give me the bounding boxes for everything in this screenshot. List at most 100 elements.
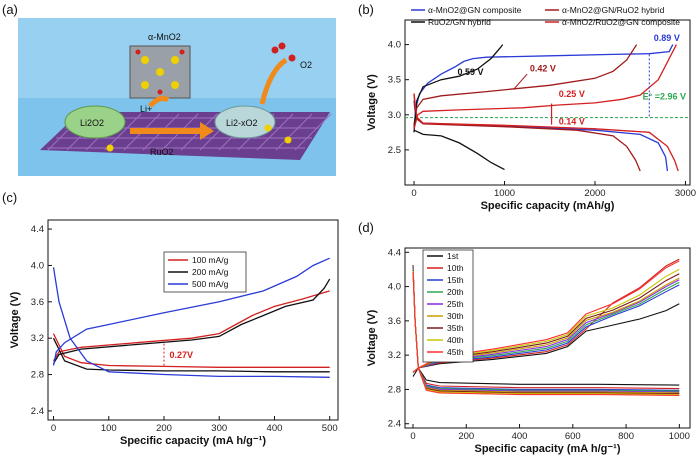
li2-xo2-label: Li2-xO2 xyxy=(226,118,258,128)
y-tick-label: 2.4 xyxy=(388,419,401,430)
legend-label: 1st xyxy=(447,251,459,261)
li-ion-label: Li+ xyxy=(140,104,152,114)
y-tick-label: 2.4 xyxy=(31,406,44,417)
series-line xyxy=(52,337,330,373)
series-line xyxy=(413,93,679,172)
panel-label-b: (b) xyxy=(358,2,374,17)
li2o2-blob xyxy=(64,105,126,139)
legend-label: 10th xyxy=(447,263,464,273)
y-tick-label: 4.0 xyxy=(31,260,44,271)
legend-label: RuO2/GN hybrid xyxy=(428,17,491,27)
legend-label: 40th xyxy=(447,335,464,345)
y-tick-label: 4.4 xyxy=(31,224,44,235)
panel-c: (c) 0 100 200 300 400 500 2.4 2.8 3.2 3.6 4.0 4.4 Sp… xyxy=(2,190,339,447)
legend-label: 35th xyxy=(447,323,464,333)
x-tick-label: 600 xyxy=(565,431,581,442)
series-line xyxy=(52,267,330,378)
series-line xyxy=(413,44,504,133)
x-tick-label: 500 xyxy=(322,423,338,434)
y-tick-label: 4.4 xyxy=(388,247,401,258)
series-line xyxy=(413,44,638,126)
legend-label: α-MnO2@GN composite xyxy=(428,5,522,15)
oxygen-atom-icon xyxy=(288,54,296,62)
ruo2-particle-icon xyxy=(264,124,272,132)
oxygen-arrow-icon xyxy=(259,57,288,105)
x-axis-title: Specific capacity (mA h/g⁻¹) xyxy=(120,435,266,447)
support-label: RuO2 xyxy=(150,147,174,157)
series-line-charge xyxy=(412,258,680,373)
series-line xyxy=(52,278,331,364)
x-tick-label: 1000 xyxy=(669,431,690,442)
panel-d: (d) 0 200 400 600 800 1000 2.4 2.8 3.2 3.6 4.0 4.4 S… xyxy=(358,220,691,455)
legend-label: 20th xyxy=(447,287,464,297)
x-tick-label: 100 xyxy=(101,423,117,434)
data-annotation: 0.42 V xyxy=(530,63,556,73)
oxygen-label: O2 xyxy=(300,60,312,70)
oxygen-atom-icon xyxy=(271,46,279,54)
mno2-crystal-icon xyxy=(129,45,191,99)
legend-label: 100 mA/g xyxy=(192,255,229,265)
legend-label: 30th xyxy=(447,311,464,321)
x-tick-label: 800 xyxy=(618,431,634,442)
y-tick-label: 2.5 xyxy=(388,145,401,156)
series-line-charge xyxy=(412,284,680,373)
reaction-arrow-icon xyxy=(130,122,214,140)
legend-label: α-MnO2/RuO2@GN composite xyxy=(562,17,680,27)
y-tick-label: 3.0 xyxy=(388,110,401,121)
data-annotation: 0.89 V xyxy=(654,33,680,43)
legend-label: α-MnO2@GN/RuO2 hybrid xyxy=(562,5,665,15)
legend-label: 200 mA/g xyxy=(192,267,229,277)
series-line xyxy=(413,93,641,172)
x-tick-label: 200 xyxy=(156,423,172,434)
y-tick-label: 4.0 xyxy=(388,40,401,51)
x-tick-label: 3000 xyxy=(675,188,696,199)
series-line xyxy=(52,333,330,368)
annotation-leader xyxy=(513,73,528,90)
legend-label: 25th xyxy=(447,299,464,309)
plot-frame-b xyxy=(404,19,691,186)
legend-label: 500 mA/g xyxy=(192,279,229,289)
y-axis-title: Voltage (V) xyxy=(366,309,378,366)
panel-label-d: (d) xyxy=(358,220,374,235)
y-tick-label: 3.2 xyxy=(31,333,44,344)
oxygen-atom-icon xyxy=(278,42,286,50)
y-tick-label: 2.8 xyxy=(31,370,44,381)
x-tick-label: 200 xyxy=(458,431,474,442)
y-tick-label: 3.5 xyxy=(388,75,401,86)
y-tick-label: 3.6 xyxy=(31,297,44,308)
data-annotation: 0.27V xyxy=(170,350,194,360)
x-axis-title: Specific capacity (mAh/g) xyxy=(481,200,615,212)
x-tick-label: 300 xyxy=(211,423,227,434)
y-tick-label: 2.8 xyxy=(388,384,401,395)
ruo2-particle-icon xyxy=(284,136,292,144)
x-tick-label: 2000 xyxy=(584,188,605,199)
y-tick-label: 4.0 xyxy=(388,282,401,293)
graphene-bond xyxy=(104,113,142,151)
data-annotation: 0.59 V xyxy=(457,67,483,77)
reference-line-label: E° =2.96 V xyxy=(643,92,686,102)
data-annotation: 0.14 V xyxy=(559,117,585,127)
mno2-label: α-MnO2 xyxy=(148,32,181,42)
data-annotation: 0.25 V xyxy=(559,89,585,99)
x-tick-label: 0 xyxy=(51,423,56,434)
panel-label-c: (c) xyxy=(2,190,17,205)
panel-b: (b) 0 1000 2000 3000 2.5 3.0 3.5 4.0 Specific ca… xyxy=(358,2,696,212)
y-axis-title: Voltage (V) xyxy=(9,291,21,348)
panel-label-a: (a) xyxy=(2,2,18,17)
graphene-bond xyxy=(256,113,294,151)
ruo2-particle-icon xyxy=(106,144,114,152)
x-tick-label: 400 xyxy=(267,423,283,434)
y-tick-label: 3.6 xyxy=(388,316,401,327)
x-tick-label: 0 xyxy=(410,431,415,442)
series-line-charge xyxy=(412,279,680,373)
plot-frame-c xyxy=(47,219,339,421)
legend-label: 45th xyxy=(447,347,464,357)
x-tick-label: 400 xyxy=(512,431,528,442)
li-ion-arrow-icon xyxy=(148,96,170,108)
series-line xyxy=(413,44,677,129)
x-tick-label: 0 xyxy=(411,188,416,199)
x-axis-title: Specific capacity (mA h/g⁻¹) xyxy=(475,443,621,455)
series-line xyxy=(52,290,330,362)
x-tick-label: 1000 xyxy=(494,188,515,199)
series-line-discharge xyxy=(412,271,680,396)
